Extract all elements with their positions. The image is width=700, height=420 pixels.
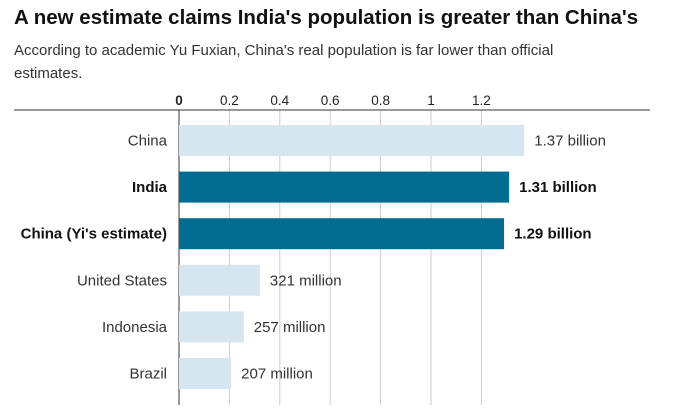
- x-tick-label: 0.2: [220, 93, 239, 108]
- chart-title: A new estimate claims India's population…: [14, 6, 639, 29]
- x-axis-ticks: 0 0.2 0.4 0.6 0.8 1 1.2: [175, 93, 491, 108]
- value-label: 207 million: [241, 366, 313, 383]
- category-label: China: [128, 133, 168, 150]
- value-label: 1.31 billion: [519, 179, 597, 196]
- value-label: 257 million: [254, 319, 326, 336]
- x-tick-label: 0.8: [371, 93, 390, 108]
- chart-subtitle: According to academic Yu Fuxian, China's…: [14, 42, 554, 82]
- x-tick-label: 1: [427, 93, 435, 108]
- value-labels: 1.37 billion 1.31 billion 1.29 billion 321 …: [241, 133, 606, 383]
- category-label: United States: [77, 272, 167, 289]
- x-tick-label: 0: [175, 93, 183, 108]
- category-labels: China India China (Yi's estimate) United St…: [21, 133, 168, 383]
- value-label: 1.37 billion: [534, 133, 606, 150]
- value-label: 321 million: [270, 272, 342, 289]
- value-label: 1.29 billion: [514, 226, 592, 243]
- x-tick-label: 0.4: [270, 93, 289, 108]
- bars: [179, 125, 525, 389]
- x-tick-label: 0.6: [321, 93, 340, 108]
- bar: [179, 358, 232, 389]
- x-tick-label: 1.2: [472, 93, 491, 108]
- bar: [179, 171, 510, 203]
- category-label: Indonesia: [102, 319, 168, 336]
- gridlines: [178, 110, 482, 405]
- bar: [179, 125, 525, 156]
- bar: [179, 311, 244, 343]
- bar: [179, 264, 260, 296]
- category-label: India: [132, 179, 168, 196]
- category-label: Brazil: [129, 366, 167, 383]
- category-label: China (Yi's estimate): [21, 226, 167, 243]
- bar: [179, 218, 505, 250]
